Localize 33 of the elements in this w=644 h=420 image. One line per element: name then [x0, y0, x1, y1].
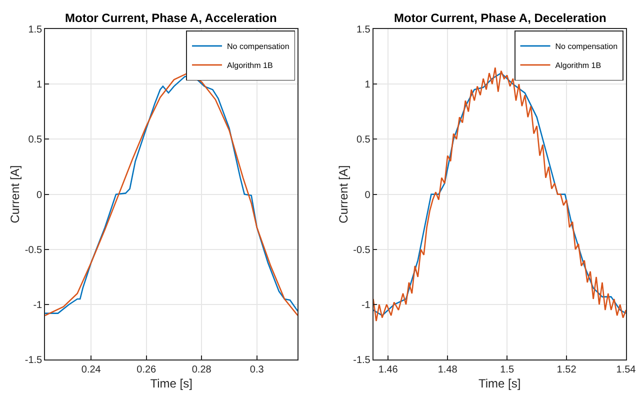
x-axis-title: Time [s]: [150, 376, 192, 390]
x-axis-title: Time [s]: [478, 376, 521, 390]
x-tick-label: 1.54: [616, 364, 636, 376]
y-tick-label: 0: [36, 190, 43, 201]
y-axis-title: Current [A]: [336, 165, 350, 224]
y-tick-label: 1.5: [28, 24, 43, 36]
legend-label: Algorithm 1B: [555, 61, 602, 70]
y-tick-label: 1: [36, 80, 43, 91]
y-tick-label: -0.5: [24, 244, 43, 256]
x-tick-label: 1.52: [556, 364, 577, 376]
y-tick-label: -0.5: [353, 244, 371, 256]
y-tick-label: -1.5: [24, 355, 43, 366]
y-axis-title: Current [A]: [8, 165, 22, 224]
y-tick-label: 1.5: [356, 24, 371, 36]
y-tick-label: -1: [33, 300, 43, 311]
y-tick-label: 0.5: [356, 134, 371, 146]
x-tick-label: 0.26: [136, 364, 157, 376]
x-tick-label: 0.24: [81, 364, 102, 376]
x-tick-label: 0.3: [250, 364, 264, 376]
chart-title: Motor Current, Phase A, Acceleration: [65, 11, 277, 25]
y-tick-label: 1: [364, 80, 371, 91]
y-tick-label: -1: [361, 300, 371, 311]
y-tick-label: 0: [364, 190, 371, 201]
legend-label: No compensation: [227, 42, 290, 52]
x-tick-label: 0.28: [192, 364, 212, 376]
x-tick-label: 1.5: [500, 364, 514, 376]
legend-label: Algorithm 1B: [227, 61, 273, 70]
legend-label: No compensation: [555, 42, 618, 52]
y-tick-label: -1.5: [353, 355, 371, 366]
chart-title: Motor Current, Phase A, Deceleration: [394, 11, 606, 25]
y-tick-label: 0.5: [28, 134, 43, 146]
x-tick-label: 1.48: [438, 364, 458, 376]
x-tick-label: 1.46: [378, 364, 398, 376]
